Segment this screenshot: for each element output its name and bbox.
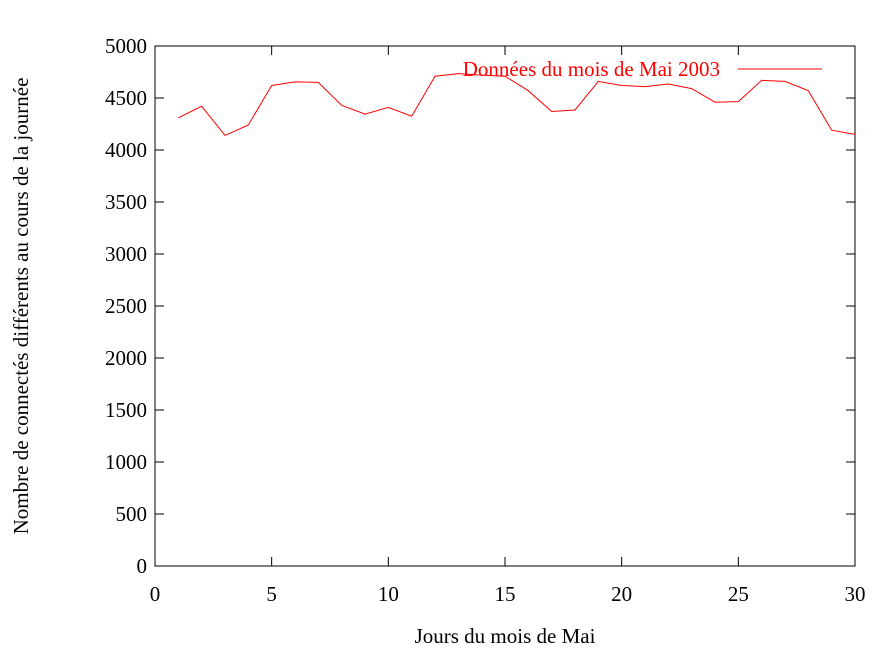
y-tick-label: 2000 [105, 346, 147, 370]
y-tick-label: 4000 [105, 138, 147, 162]
x-tick-label: 30 [845, 582, 866, 606]
x-tick-label: 25 [728, 582, 749, 606]
legend: Données du mois de Mai 2003 [463, 57, 822, 81]
x-tick-label: 20 [611, 582, 632, 606]
y-tick-label: 2500 [105, 294, 147, 318]
y-tick-label: 1000 [105, 450, 147, 474]
legend-label: Données du mois de Mai 2003 [463, 57, 720, 81]
x-tick-label: 10 [378, 582, 399, 606]
y-axis-label: Nombre de connectés différents au cours … [9, 78, 33, 535]
x-axis-label: Jours du mois de Mai [415, 624, 596, 648]
series-layer [178, 73, 856, 137]
axis-ticks [154, 45, 856, 567]
series-line [178, 73, 856, 137]
x-tick-label: 0 [150, 582, 161, 606]
y-tick-label: 4500 [105, 86, 147, 110]
axis-tick-labels: 0 500 1000 1500 2000 2500 3000 3500 4000 4500 5000… [105, 34, 866, 606]
y-tick-label: 500 [116, 502, 148, 526]
plot-frame [154, 45, 856, 567]
y-tick-label: 0 [137, 554, 148, 578]
y-tick-label: 5000 [105, 34, 147, 58]
y-tick-label: 1500 [105, 398, 147, 422]
y-tick-label: 3000 [105, 242, 147, 266]
x-tick-label: 15 [495, 582, 516, 606]
y-tick-label: 3500 [105, 190, 147, 214]
x-tick-label: 5 [266, 582, 277, 606]
